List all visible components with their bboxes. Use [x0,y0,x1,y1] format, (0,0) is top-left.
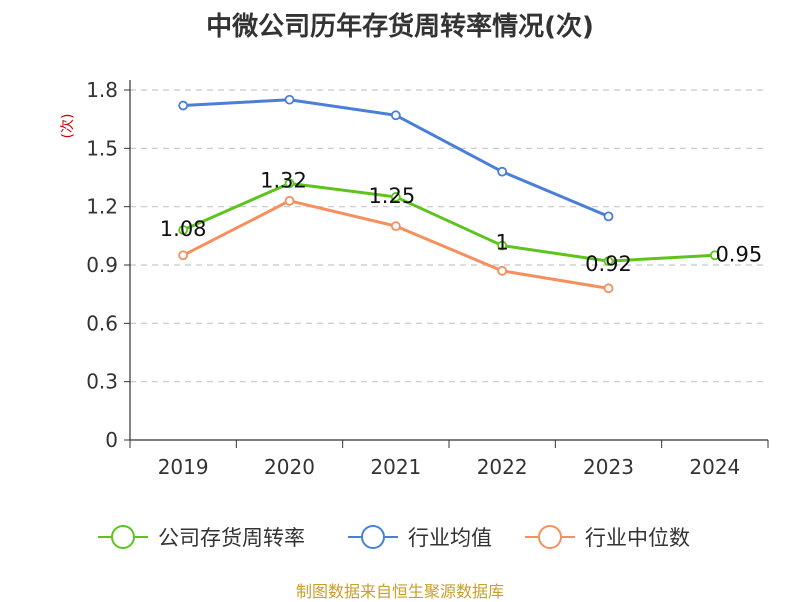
y-tick-label: 1.8 [86,78,118,102]
chart-title: 中微公司历年存货周转率情况(次) [206,12,594,42]
y-tick-label: 0.3 [86,370,118,394]
data-label: 1 [495,231,508,255]
y-tick-label: 0 [105,428,118,452]
data-point [390,110,401,121]
data-point [178,100,189,111]
legend-label: 行业均值 [408,526,492,550]
x-tick-label: 2022 [477,455,528,479]
legend-label: 公司存货周转率 [158,526,305,550]
data-point [390,192,401,202]
series-line-2 [182,199,609,290]
y-tick-label: 0.6 [86,311,118,335]
data-point [709,250,720,261]
data-point [284,195,295,206]
data-point [284,94,295,105]
y-axis-label: (次) [60,114,76,139]
y-tick-label: 1.2 [86,195,118,219]
data-point [497,166,508,177]
x-tick-label: 2023 [583,455,634,479]
legend-marker [111,525,135,549]
x-tick-label: 2019 [158,455,209,479]
legend-marker [538,525,562,549]
x-tick-label: 2020 [264,455,315,479]
data-label: 1.32 [260,168,307,192]
data-point [497,240,508,251]
series-line-0 [182,181,715,263]
data-point [178,225,189,235]
source-note: 制图数据来自恒生聚源数据库 [295,582,504,601]
data-label: 1.25 [368,184,415,208]
data-label: 1.08 [160,217,207,241]
data-label: 0.92 [585,252,632,276]
legend-label: 行业中位数 [585,526,690,550]
y-tick-label: 1.5 [86,136,118,160]
data-point [390,221,401,232]
y-tick-label: 0.9 [86,253,118,277]
data-point [603,256,614,267]
x-tick-label: 2024 [689,455,740,479]
x-tick-label: 2021 [370,455,421,479]
data-point [603,211,614,222]
data-point [497,265,508,276]
data-point [603,283,614,294]
data-point [284,178,295,189]
data-label: 0.95 [715,242,762,266]
data-point [178,250,189,261]
legend-marker [361,525,385,549]
